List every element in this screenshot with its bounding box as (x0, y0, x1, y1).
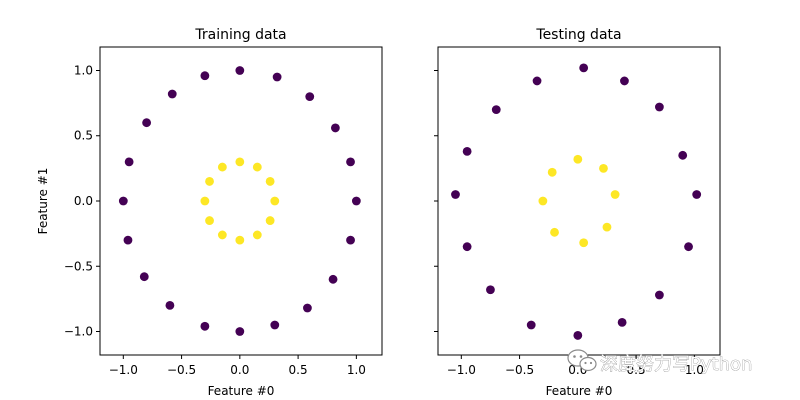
scatter-point-class-0 (167, 89, 177, 99)
y-tick-label: −0.5 (64, 259, 93, 273)
x-tick-label: −0.5 (167, 363, 196, 377)
scatter-point-class-1 (610, 190, 620, 199)
scatter-point-class-0 (491, 105, 501, 115)
scatter-point-class-1 (579, 238, 589, 248)
scatter-point-class-0 (692, 190, 702, 199)
scatter-point-class-0 (123, 235, 133, 245)
scatter-point-class-0 (526, 320, 536, 330)
x-ticks-training: −1.0 −0.5 0.0 0.5 1.0 (109, 355, 366, 377)
scatter-point-class-0 (462, 147, 472, 156)
scatter-point-class-1 (235, 157, 245, 167)
scatter-point-class-1 (252, 230, 262, 240)
chart-training: −1.0 −0.5 0.0 0.5 1.0 −1.0 −0.5 0.0 0.5 1.0 Trai… (36, 27, 383, 398)
chart-title-training: Training data (194, 27, 286, 43)
x-tick-label: 1.0 (685, 363, 704, 377)
scatter-point-class-0 (142, 118, 152, 128)
scatter-points-training (118, 66, 361, 336)
scatter-point-class-0 (200, 71, 210, 81)
scatter-point-class-0 (235, 66, 245, 75)
y-ticks-training: −1.0 −0.5 0.0 0.5 1.0 (64, 63, 100, 339)
scatter-point-class-0 (486, 285, 495, 295)
scatter-point-class-1 (217, 162, 227, 172)
scatter-point-class-0 (346, 157, 355, 167)
scatter-point-class-1 (550, 227, 559, 237)
y-tick-label: 0.5 (74, 129, 93, 143)
scatter-point-class-1 (265, 177, 275, 186)
scatter-point-class-1 (200, 196, 210, 206)
scatter-point-class-0 (124, 157, 134, 167)
y-tick-label: 1.0 (74, 63, 93, 77)
scatter-point-class-0 (351, 196, 361, 206)
x-axis-label-testing: Feature #0 (546, 384, 613, 398)
scatter-point-class-1 (599, 163, 608, 173)
x-tick-label: 0.5 (627, 363, 646, 377)
scatter-point-class-0 (270, 320, 280, 330)
scatter-point-class-0 (655, 102, 664, 112)
scatter-point-class-1 (217, 230, 227, 240)
scatter-point-class-0 (165, 301, 175, 310)
scatter-point-class-0 (328, 274, 338, 284)
scatter-point-class-0 (573, 331, 583, 340)
scatter-point-class-1 (547, 167, 557, 177)
scatter-point-class-0 (346, 235, 355, 245)
scatter-point-class-1 (265, 216, 275, 225)
y-tick-label: 0.0 (74, 194, 93, 208)
scatter-point-class-0 (684, 242, 693, 252)
scatter-point-class-0 (617, 317, 627, 327)
scatter-point-class-0 (462, 242, 472, 252)
scatter-point-class-1 (538, 196, 548, 206)
scatter-point-class-0 (678, 150, 688, 160)
scatter-point-class-0 (235, 327, 245, 336)
y-ticks-testing (434, 69, 438, 333)
scatter-point-class-1 (602, 222, 612, 232)
x-tick-label: 0.0 (230, 363, 249, 377)
scatter-point-class-0 (620, 76, 629, 86)
scatter-point-class-0 (139, 272, 149, 282)
x-axis-label-training: Feature #0 (208, 384, 275, 398)
scatter-point-class-1 (270, 196, 280, 206)
scatter-point-class-0 (655, 290, 664, 300)
scatter-point-class-0 (532, 76, 542, 86)
scatter-point-class-0 (303, 303, 312, 313)
y-axis-label-training: Feature #1 (36, 168, 50, 235)
scatter-point-class-0 (272, 72, 282, 82)
watermark-text: 深度努力写Python (600, 354, 752, 375)
scatter-point-class-1 (252, 162, 262, 172)
scatter-point-class-0 (305, 92, 315, 101)
scatter-point-class-0 (579, 63, 589, 73)
scatter-point-class-1 (573, 154, 583, 164)
scatter-point-class-1 (205, 216, 214, 225)
scatter-point-class-0 (118, 196, 128, 206)
chart-title-testing: Testing data (535, 27, 621, 43)
x-tick-label: −0.5 (505, 363, 534, 377)
scatter-points-testing (451, 63, 702, 340)
x-tick-label: 0.5 (289, 363, 308, 377)
scatter-point-class-1 (205, 177, 214, 186)
x-tick-label: −1.0 (447, 363, 476, 377)
x-tick-label: 1.0 (347, 363, 366, 377)
y-tick-label: −1.0 (64, 325, 93, 339)
scatter-point-class-0 (451, 190, 460, 199)
wechat-logo-icon (567, 349, 597, 372)
scatter-point-class-1 (235, 235, 245, 245)
scatter-point-class-0 (330, 123, 340, 133)
watermark: 深度努力写Python (567, 349, 753, 375)
scatter-point-class-0 (200, 321, 210, 331)
x-tick-label: −1.0 (109, 363, 138, 377)
